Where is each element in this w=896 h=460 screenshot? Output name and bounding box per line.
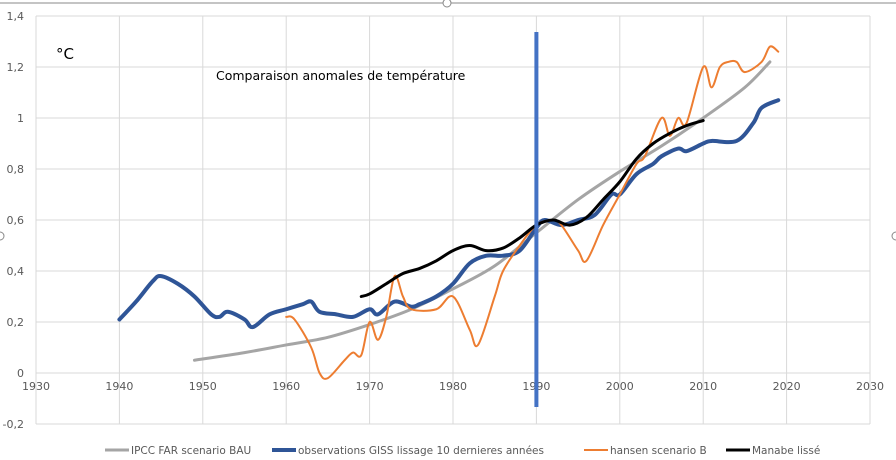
x-tick-label: 2030 xyxy=(856,380,884,393)
series-line-manabe-liss- xyxy=(359,119,705,298)
series-line-observations-giss-lissage-10-dernieres-ann-es xyxy=(117,98,781,330)
series-lines xyxy=(117,45,781,380)
x-tick-label: 1970 xyxy=(356,380,384,393)
x-tick-label: 2020 xyxy=(773,380,801,393)
y-axis-unit-label: °C xyxy=(56,45,74,63)
legend-label: IPCC FAR scenario BAU xyxy=(131,445,251,457)
x-tick-label: 1960 xyxy=(272,380,300,393)
y-tick-label: -0,2 xyxy=(3,418,24,431)
x-tick-label: 2000 xyxy=(606,380,634,393)
y-tick-label: 0,2 xyxy=(7,316,25,329)
y-tick-label: 0,4 xyxy=(7,265,25,278)
x-axis-ticks: 1930194019501960197019801990200020102020… xyxy=(22,380,884,393)
legend-label: Manabe lissé xyxy=(752,445,820,457)
x-tick-label: 1930 xyxy=(22,380,50,393)
y-tick-label: 0 xyxy=(17,367,24,380)
y-tick-label: 1,2 xyxy=(7,61,25,74)
grid xyxy=(35,15,871,425)
y-tick-label: 0,6 xyxy=(7,214,25,227)
x-tick-label: 1940 xyxy=(105,380,133,393)
y-tick-label: 1 xyxy=(17,112,24,125)
legend-label: hansen scenario B xyxy=(610,445,707,457)
chart-title: Comparaison anomales de température xyxy=(216,68,466,83)
top-sheet-strip xyxy=(0,0,896,241)
x-tick-label: 2010 xyxy=(689,380,717,393)
x-tick-label: 1980 xyxy=(439,380,467,393)
resize-handle-right[interactable] xyxy=(891,231,896,241)
x-tick-label: 1950 xyxy=(189,380,217,393)
series-line-ipcc-far-scenario-bau xyxy=(192,60,772,362)
y-tick-label: 1,4 xyxy=(7,10,25,23)
legend: IPCC FAR scenario BAU observations GISS l… xyxy=(105,445,820,457)
legend-label: observations GISS lissage 10 dernieres a… xyxy=(298,445,544,457)
resize-handle-top[interactable] xyxy=(442,0,452,8)
y-axis-ticks: -0,2 0 0,2 0,4 0,6 0,8 1 1,2 1,4 xyxy=(3,10,24,431)
resize-handle-left[interactable] xyxy=(0,231,5,241)
y-tick-label: 0,8 xyxy=(7,163,25,176)
